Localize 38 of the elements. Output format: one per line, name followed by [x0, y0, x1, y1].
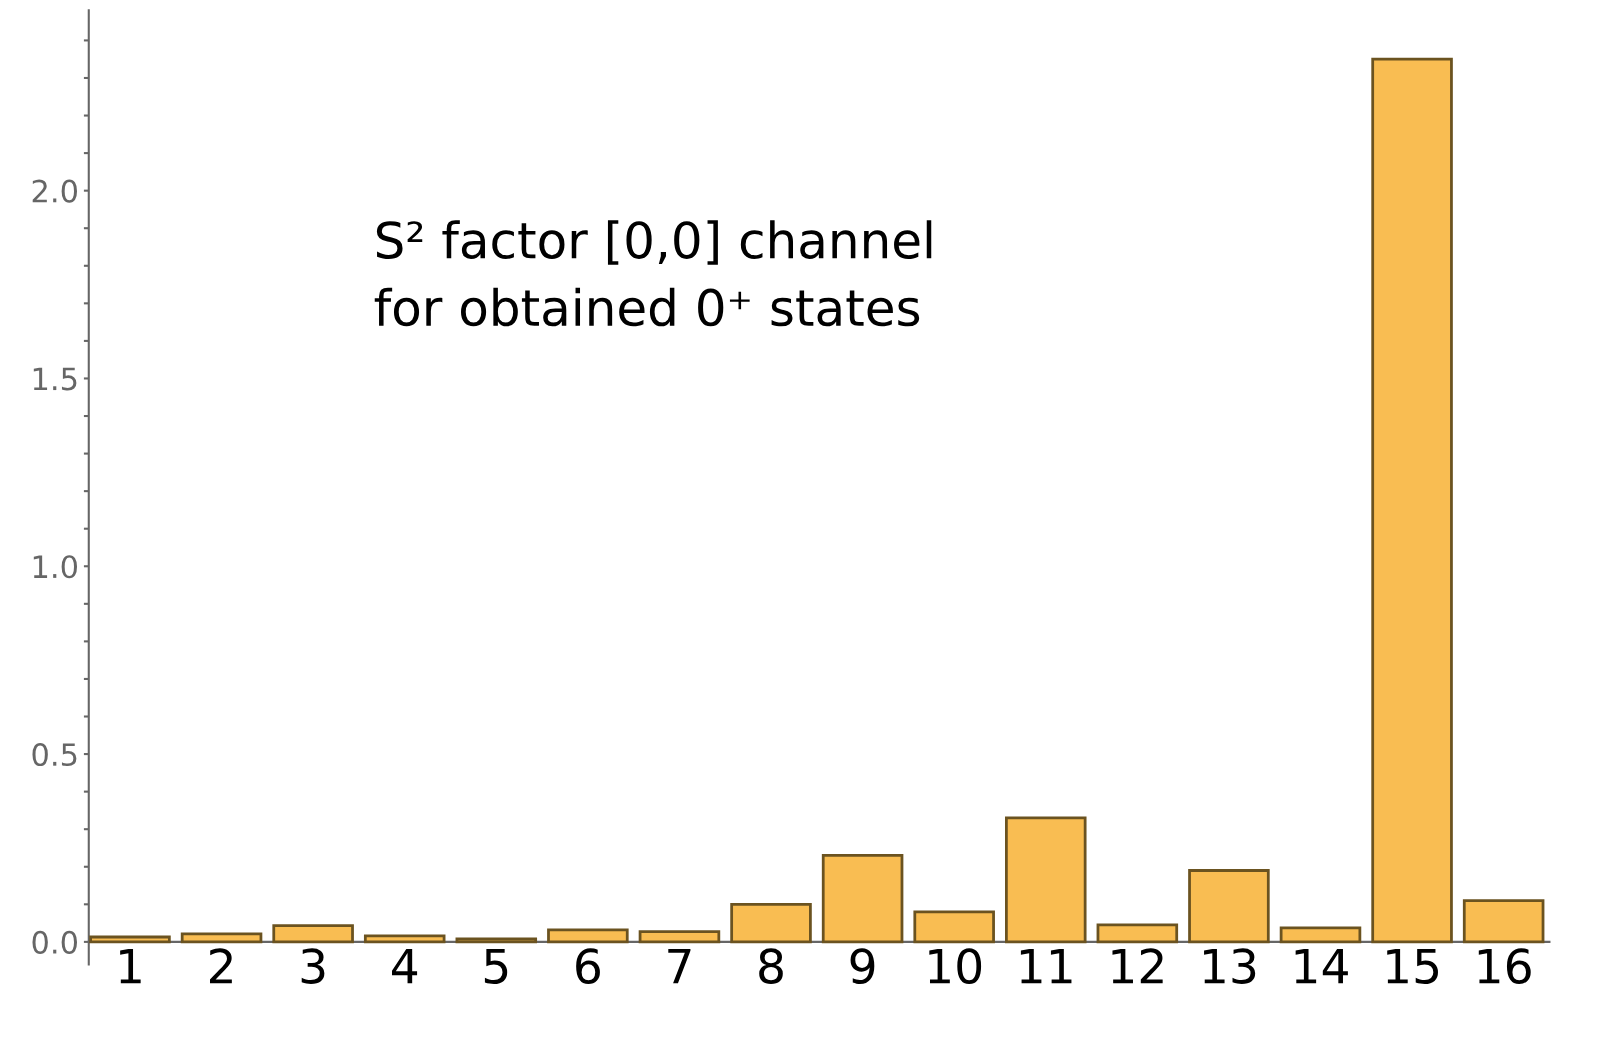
bar — [1462, 899, 1545, 944]
bar — [821, 854, 904, 944]
x-tick-label: 8 — [759, 948, 783, 984]
y-tick-label: 0.5 — [32, 743, 77, 767]
bar — [455, 937, 538, 944]
bar — [1279, 926, 1362, 944]
bar — [638, 930, 721, 944]
y-tick-label: 1.5 — [33, 367, 77, 391]
annotation: S² factor [0,0] channel for obtained 0⁺ states — [374, 220, 932, 327]
y-tick-label: 0.0 — [32, 930, 78, 954]
bar — [730, 902, 812, 944]
x-tick-label: 6 — [576, 948, 600, 984]
x-tick-label: 3 — [301, 948, 325, 984]
bar — [272, 924, 354, 944]
x-tick-label: 11 — [1020, 948, 1072, 984]
bar — [1004, 816, 1087, 944]
y-tick-label: 1.0 — [33, 555, 78, 579]
x-tick-label: 13 — [1204, 948, 1256, 984]
x-tick-label: 15 — [1387, 948, 1438, 984]
bar — [547, 928, 629, 944]
x-tick-label: 9 — [850, 948, 875, 984]
x-tick-label: 1 — [120, 948, 141, 984]
x-tick-label: 10 — [929, 948, 982, 984]
x-tick-label: 2 — [210, 948, 232, 984]
x-tick-label: 16 — [1478, 948, 1531, 984]
bar — [89, 935, 171, 944]
bar — [180, 932, 263, 944]
bar — [1188, 869, 1270, 944]
bar — [913, 910, 995, 944]
y-tick-label: 2.0 — [32, 179, 78, 203]
bar — [363, 934, 446, 944]
x-tick-label: 14 — [1295, 948, 1348, 984]
bar — [1371, 57, 1453, 944]
x-tick-label: 12 — [1112, 948, 1163, 984]
x-tick-label: 5 — [484, 948, 508, 984]
bar — [1096, 923, 1179, 944]
x-tick-label: 4 — [392, 948, 418, 984]
x-tick-label: 7 — [668, 948, 691, 984]
